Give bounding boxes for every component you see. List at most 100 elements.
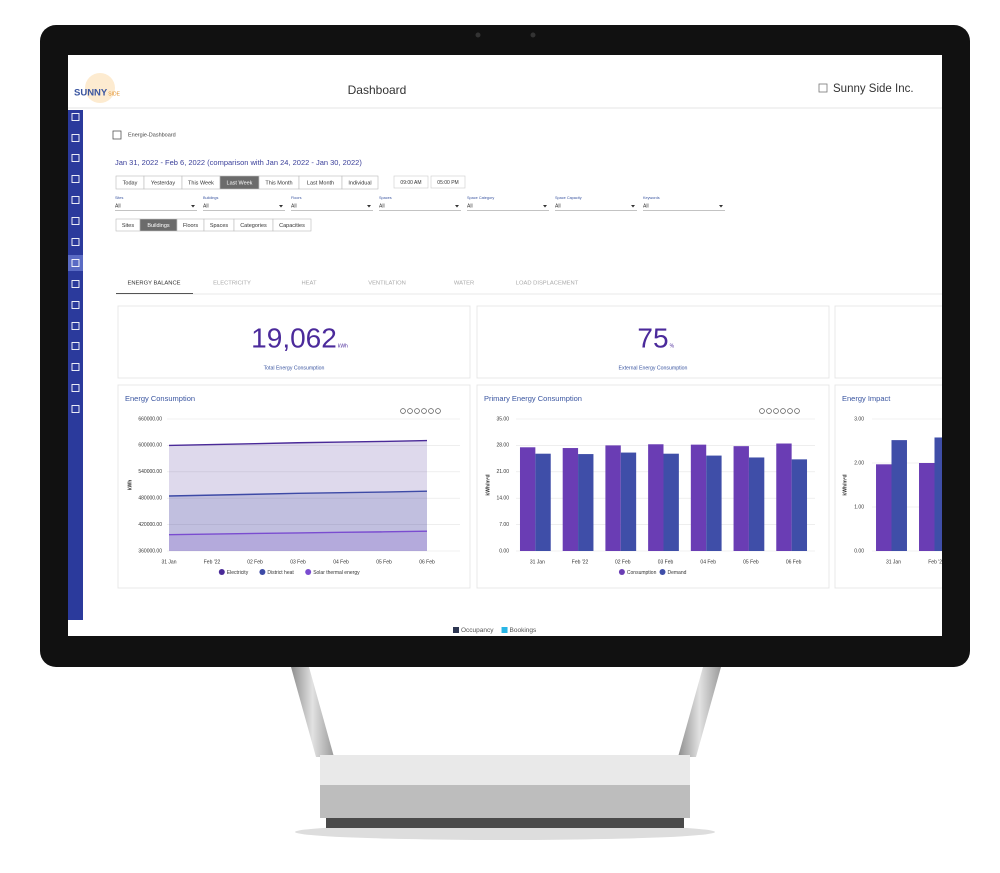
tab-label: WATER <box>454 281 474 287</box>
chart-title: Energy Impact <box>842 394 891 403</box>
chart-tool[interactable] <box>428 408 434 414</box>
sidebar-icon[interactable] <box>71 175 80 183</box>
y-tick-label: 540000.00 <box>138 469 162 475</box>
y-tick-label: 420000.00 <box>138 522 162 528</box>
y-axis-label: kWh <box>127 480 133 491</box>
sidebar-icon[interactable] <box>71 259 80 267</box>
footer-legend-label: Bookings <box>510 627 537 634</box>
y-tick-label: 28.00 <box>496 443 509 449</box>
kpi-card <box>834 305 942 379</box>
chart-tool[interactable] <box>435 408 441 414</box>
legend-marker[interactable] <box>659 569 666 575</box>
time-input[interactable] <box>430 175 466 189</box>
filter-value: All <box>467 203 473 209</box>
chart-title: Primary Energy Consumption <box>484 394 582 403</box>
sidebar-icon[interactable] <box>71 384 80 392</box>
x-tick-label: 31 Jan <box>886 559 901 565</box>
kpi-unit: % <box>670 343 675 349</box>
chart-tool[interactable] <box>766 408 772 414</box>
camera <box>530 32 536 38</box>
sidebar-icon[interactable] <box>71 196 80 204</box>
y-axis-label: kWh/m²d <box>842 474 848 495</box>
footer-legend-marker[interactable] <box>453 627 459 633</box>
chart-tool[interactable] <box>407 408 413 414</box>
legend-marker[interactable] <box>305 569 312 575</box>
bar <box>733 446 749 551</box>
screen-content: SUNNY SIDE Dashboard Sunny Side Inc. Energie… <box>68 73 945 634</box>
legend-marker[interactable] <box>618 569 625 575</box>
scope-button[interactable] <box>272 218 312 232</box>
time-input[interactable] <box>393 175 429 189</box>
area-fill <box>169 531 427 551</box>
tab-label: HEAT <box>301 281 316 287</box>
sidebar-icon[interactable] <box>71 342 80 350</box>
y-tick-label: 0.00 <box>499 548 509 554</box>
chart-tool[interactable] <box>794 408 800 414</box>
bar <box>791 459 808 551</box>
period-label: Last Week <box>227 180 253 186</box>
chart-tool[interactable] <box>780 408 786 414</box>
sidebar-icon[interactable] <box>71 217 80 225</box>
sidebar-icon[interactable] <box>71 301 80 309</box>
filter-caret <box>631 205 635 208</box>
filter-caret <box>543 205 547 208</box>
chart-tool[interactable] <box>773 408 779 414</box>
y-tick-label: 600000.00 <box>138 443 162 449</box>
bar <box>562 448 579 551</box>
x-tick-label: Feb '22 <box>928 559 945 565</box>
logo-text: SUNNY <box>74 88 108 99</box>
breadcrumb: Energie-Dashboard <box>128 132 176 138</box>
sidebar-active <box>68 255 83 271</box>
period-button[interactable] <box>341 175 379 190</box>
chart-tool[interactable] <box>400 408 406 414</box>
scope-label: Floors <box>183 223 199 229</box>
sidebar-icon[interactable] <box>71 154 80 162</box>
sidebar-icon[interactable] <box>71 322 80 330</box>
sidebar-icon[interactable] <box>71 280 80 288</box>
sidebar-icon[interactable] <box>71 405 80 413</box>
sidebar-icon[interactable] <box>71 113 80 121</box>
y-tick-label: 21.00 <box>496 469 509 475</box>
x-tick-label: 06 Feb <box>786 559 802 565</box>
y-tick-label: 35.00 <box>496 416 509 422</box>
filter-value: All <box>379 203 385 209</box>
kpi-value: 75 <box>637 322 668 353</box>
filter-value: All <box>203 203 209 209</box>
company-icon <box>818 83 828 93</box>
chart-tool[interactable] <box>421 408 427 414</box>
bar <box>519 447 536 551</box>
kpi-label: Total Energy Consumption <box>264 365 325 371</box>
footer-legend-marker[interactable] <box>501 627 508 633</box>
filter-label: Spaces <box>379 196 392 200</box>
sidebar-icon[interactable] <box>71 363 80 371</box>
period-label: Individual <box>348 180 371 186</box>
bar <box>690 444 707 551</box>
bar <box>748 457 765 551</box>
legend-marker[interactable] <box>259 569 266 575</box>
kpi-label: External Energy Consumption <box>619 365 688 371</box>
legend-label: Demand <box>668 570 687 576</box>
stand-leg <box>291 667 334 757</box>
x-tick-label: 31 Jan <box>530 559 545 565</box>
bar <box>663 453 679 551</box>
legend-marker[interactable] <box>218 569 225 575</box>
footer-legend-label: Occupancy <box>461 627 494 634</box>
bar <box>776 443 792 551</box>
sidebar-icon[interactable] <box>71 134 80 142</box>
logo-subtext: SIDE <box>108 91 120 97</box>
y-tick-label: 2.00 <box>854 460 864 466</box>
chart-tool[interactable] <box>787 408 793 414</box>
chart-tool[interactable] <box>414 408 420 414</box>
scope-label: Buildings <box>147 223 170 229</box>
y-tick-label: 3.00 <box>854 416 864 422</box>
x-tick-label: Feb '22 <box>572 559 589 565</box>
area-line <box>168 530 428 536</box>
bar <box>648 444 664 551</box>
sidebar-icon[interactable] <box>71 238 80 246</box>
legend-label: Electricity <box>227 570 249 576</box>
chart-tool[interactable] <box>759 408 765 414</box>
kpi-card <box>117 305 471 379</box>
y-tick-label: 1.00 <box>854 504 864 510</box>
period-label: Last Month <box>307 180 334 186</box>
bar <box>934 437 942 551</box>
